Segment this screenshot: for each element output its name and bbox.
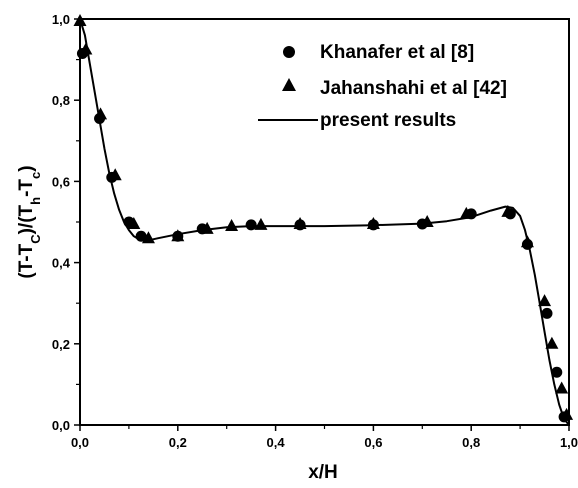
legend-entry-present: present results xyxy=(258,110,456,131)
x-tick-label: 0,8 xyxy=(462,435,480,450)
x-axis-ticks: 0,0 0,2 0,4 0,6 0,8 1,0 xyxy=(71,425,578,450)
y-tick-label: 0,8 xyxy=(52,93,70,108)
data-point-khanafer xyxy=(541,307,553,319)
x-tick-label: 0,6 xyxy=(364,435,382,450)
legend-triangle-marker xyxy=(282,78,296,91)
x-tick-label: 0,2 xyxy=(169,435,187,450)
legend-label-jahanshahi: Jahanshahi et al [42] xyxy=(320,78,507,99)
data-point-jahanshahi xyxy=(225,219,239,232)
data-point-khanafer xyxy=(551,366,563,378)
data-point-khanafer xyxy=(245,219,257,231)
y-tick-label: 1,0 xyxy=(52,12,70,27)
y-tick-label: 0,6 xyxy=(52,174,70,189)
data-point-jahanshahi xyxy=(94,107,108,120)
series-layer xyxy=(73,14,574,426)
data-point-jahanshahi xyxy=(501,204,515,217)
data-point-jahanshahi xyxy=(127,217,141,230)
legend-label-khanafer: Khanafer et al [8] xyxy=(320,42,474,63)
legend-entry-jahanshahi: Jahanshahi et al [42] xyxy=(282,78,507,99)
y-tick-label: 0,2 xyxy=(52,337,70,352)
data-point-jahanshahi xyxy=(79,42,93,55)
legend-circle-marker xyxy=(283,46,295,58)
y-axis-ticks: 0,0 0,2 0,4 0,6 0,8 1,0 xyxy=(52,12,80,433)
y-axis-title: (T-TC)/(Th-Tc) xyxy=(16,165,43,278)
data-point-jahanshahi xyxy=(108,168,122,181)
y-tick-label: 0,0 xyxy=(52,418,70,433)
data-point-jahanshahi xyxy=(545,336,559,349)
x-tick-label: 0,4 xyxy=(267,435,286,450)
x-tick-label: 0,0 xyxy=(71,435,89,450)
legend-entry-khanafer: Khanafer et al [8] xyxy=(283,42,474,63)
series-line-present-results xyxy=(79,18,570,426)
x-axis-title: x/H xyxy=(308,462,338,483)
data-point-jahanshahi xyxy=(555,381,569,394)
data-point-jahanshahi xyxy=(459,206,473,219)
legend-label-present: present results xyxy=(320,110,456,131)
y-tick-label: 0,4 xyxy=(52,256,71,271)
x-tick-label: 1,0 xyxy=(560,435,578,450)
legend: Khanafer et al [8] Jahanshahi et al [42]… xyxy=(258,42,507,131)
data-point-jahanshahi xyxy=(538,294,552,307)
